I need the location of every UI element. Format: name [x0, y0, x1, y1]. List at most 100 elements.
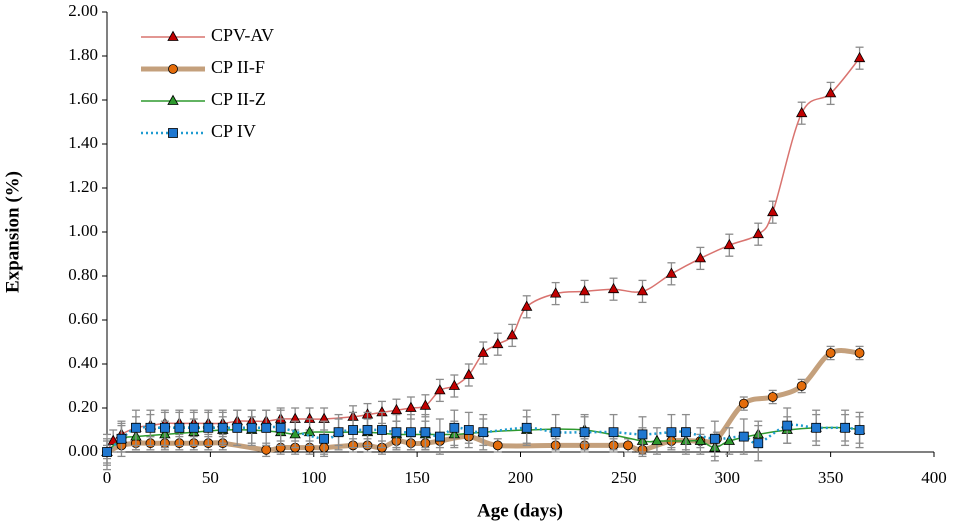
marker	[145, 422, 156, 433]
legend-label: CP IV	[211, 121, 256, 141]
marker	[319, 433, 329, 444]
marker	[168, 128, 178, 138]
y-tick-label: 0.40	[68, 353, 98, 372]
marker	[623, 440, 633, 451]
marker	[203, 422, 214, 433]
marker	[854, 425, 865, 435]
x-tick-label: 100	[301, 468, 327, 487]
marker	[723, 434, 735, 445]
legend-label: CP II-Z	[211, 89, 266, 109]
marker	[406, 427, 416, 438]
marker	[694, 252, 707, 263]
marker	[391, 427, 402, 438]
marker	[550, 427, 561, 438]
marker	[767, 205, 779, 217]
marker	[434, 431, 445, 442]
marker	[448, 379, 461, 390]
marker	[477, 346, 489, 357]
marker	[420, 427, 431, 438]
marker	[521, 422, 532, 433]
marker	[463, 425, 474, 435]
marker	[738, 398, 749, 409]
marker	[261, 422, 272, 433]
marker	[753, 438, 764, 449]
legend-box	[133, 18, 323, 150]
marker	[492, 440, 503, 451]
x-tick-label: 350	[818, 468, 844, 487]
marker	[840, 422, 850, 433]
legend-label: CPV-AV	[211, 25, 274, 45]
marker	[506, 329, 518, 340]
marker	[853, 51, 866, 63]
marker	[782, 420, 793, 431]
y-tick-label: 1.00	[68, 221, 98, 240]
y-tick-label: 0.60	[68, 309, 98, 328]
marker	[665, 267, 678, 278]
x-tick-label: 200	[508, 468, 534, 487]
marker	[549, 287, 562, 298]
marker	[607, 282, 620, 294]
marker	[377, 425, 387, 435]
legend-label: CP II-F	[211, 57, 265, 77]
marker	[492, 337, 504, 349]
marker	[232, 422, 243, 433]
marker	[796, 106, 808, 118]
marker	[709, 433, 720, 444]
marker	[167, 94, 179, 105]
marker	[825, 348, 836, 358]
marker	[390, 403, 403, 415]
marker	[405, 401, 417, 412]
marker	[578, 285, 591, 296]
marker	[188, 422, 199, 433]
y-tick-label: 0.80	[68, 265, 98, 284]
marker	[752, 227, 764, 239]
marker	[681, 427, 691, 438]
marker	[608, 427, 619, 438]
marker	[738, 431, 749, 442]
marker	[261, 444, 272, 455]
x-tick-label: 400	[921, 468, 947, 487]
marker	[637, 429, 648, 440]
y-tick-label: 1.20	[68, 177, 98, 196]
y-tick-label: 2.00	[68, 1, 98, 20]
marker	[217, 422, 228, 433]
marker	[579, 427, 590, 438]
x-tick-label: 250	[611, 468, 637, 487]
x-tick-label: 0	[103, 468, 112, 487]
marker	[333, 427, 344, 438]
x-axis-title: Age (days)	[477, 500, 563, 521]
marker	[159, 422, 170, 433]
marker	[651, 434, 663, 445]
marker	[824, 87, 837, 98]
y-tick-label: 0.00	[68, 441, 98, 460]
x-tick-label: 300	[715, 468, 741, 487]
y-tick-label: 1.80	[68, 45, 98, 64]
marker	[854, 348, 865, 358]
marker	[174, 422, 185, 433]
marker	[102, 447, 112, 457]
marker	[246, 422, 257, 433]
marker	[694, 434, 707, 445]
marker	[811, 422, 822, 433]
marker	[348, 425, 358, 435]
marker	[419, 399, 432, 410]
marker	[666, 427, 677, 438]
marker	[275, 422, 286, 433]
x-tick-label: 50	[202, 468, 219, 487]
marker	[478, 427, 489, 438]
marker	[167, 30, 179, 41]
marker	[434, 384, 446, 395]
y-tick-label: 1.60	[68, 89, 98, 108]
marker	[463, 368, 475, 379]
marker	[521, 300, 533, 311]
marker	[767, 392, 778, 402]
marker	[636, 285, 649, 296]
marker	[796, 381, 807, 391]
marker	[107, 434, 119, 445]
x-tick-label: 150	[404, 468, 430, 487]
y-axis-title: Expansion (%)	[2, 171, 23, 293]
marker	[303, 425, 316, 437]
marker	[362, 425, 373, 435]
marker	[131, 422, 141, 433]
